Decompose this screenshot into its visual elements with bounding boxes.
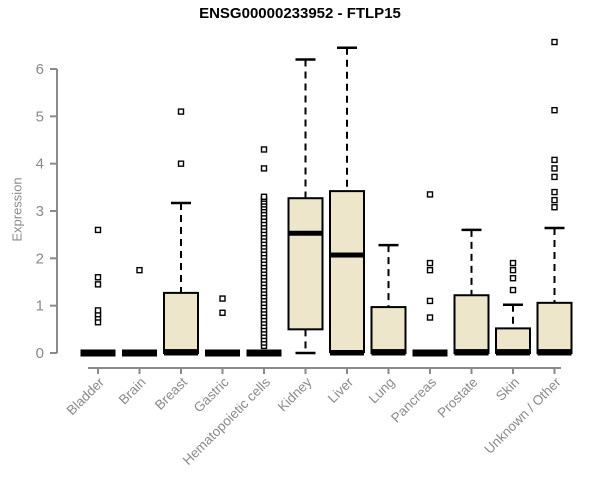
median-line (205, 349, 240, 357)
y-tick-label: 0 (36, 345, 44, 362)
y-tick-label: 3 (36, 203, 44, 220)
outlier-point (260, 193, 268, 201)
outlier-point (426, 191, 434, 198)
x-tick-label-kidney: Kidney (275, 374, 315, 414)
outlier-point (136, 266, 143, 274)
outlier-point (509, 275, 517, 282)
outlier-point (426, 259, 434, 267)
chart-title: ENSG00000233952 - FTLP15 (199, 5, 401, 22)
x-tick-label-skin: Skin (493, 375, 522, 404)
iqr-box (536, 301, 573, 355)
box-skin (495, 259, 531, 356)
y-tick-label: 5 (36, 108, 44, 125)
outlier-point (551, 106, 558, 114)
x-tick-label-breast: Breast (152, 374, 190, 412)
outlier-point (426, 266, 434, 274)
outlier-point (551, 188, 558, 196)
box-kidney (287, 58, 324, 355)
outlier-point (551, 196, 558, 204)
x-tick-label-unknown-other: Unknown / Other (481, 374, 564, 457)
median-line (80, 349, 116, 357)
median-line (246, 349, 282, 357)
outlier-point (219, 309, 226, 316)
median-line (288, 230, 323, 236)
y-tick-label: 2 (36, 250, 44, 267)
box-bladder (80, 226, 116, 357)
outlier-point (426, 297, 434, 305)
outlier-point (94, 307, 102, 314)
box-breast (163, 108, 199, 356)
iqr-box (495, 327, 531, 354)
median-line (330, 252, 364, 258)
box-liver (329, 46, 365, 356)
x-tick-label-bladder: Bladder (64, 374, 108, 418)
y-tick-label: 4 (36, 156, 44, 173)
zero-edge (371, 350, 406, 356)
iqr-box (329, 190, 365, 354)
box-hematopoietic-cells (246, 146, 282, 357)
outlier-point (260, 146, 268, 153)
y-axis: 0 1 2 3 4 5 6 (36, 61, 58, 362)
outlier-point (551, 38, 558, 46)
box-lung (370, 243, 407, 356)
outlier-point (94, 226, 102, 234)
box-pancreas (412, 191, 448, 357)
x-tick-label-gastric: Gastric (191, 374, 232, 415)
iqr-box (163, 291, 199, 354)
outlier-point (177, 108, 185, 115)
outlier-point (551, 173, 558, 181)
box-brain (122, 266, 157, 357)
outlier-point (219, 295, 226, 302)
outlier-point (260, 165, 268, 172)
outlier-point (509, 266, 517, 274)
x-tick-label-lung: Lung (366, 375, 398, 407)
x-tick-label-liver: Liver (325, 374, 357, 406)
zero-edge (164, 350, 198, 356)
x-tick-label-brain: Brain (116, 375, 149, 408)
iqr-box (453, 294, 490, 355)
iqr-box (287, 197, 324, 331)
zero-edge (330, 350, 364, 356)
outlier-point (509, 259, 517, 267)
box-unknown-other (536, 38, 573, 356)
outlier-point (551, 204, 558, 211)
box-gastric (205, 295, 240, 357)
zero-edge (496, 350, 530, 356)
zero-edge (537, 350, 572, 356)
outlier-point (177, 160, 185, 167)
outlier-point (94, 274, 102, 281)
median-line (412, 349, 448, 357)
outlier-point (94, 281, 102, 288)
outlier-point (509, 286, 517, 294)
outlier-point (551, 165, 558, 172)
x-tick-label-pancreas: Pancreas (388, 374, 439, 425)
iqr-box (370, 306, 407, 354)
y-tick-label: 6 (36, 61, 44, 78)
median-line (122, 349, 157, 357)
zero-edge (454, 350, 489, 356)
outlier-point (426, 314, 434, 321)
outlier-point (551, 156, 558, 164)
y-tick-label: 1 (36, 298, 44, 315)
box-prostate (453, 228, 490, 356)
x-tick-label-prostate: Prostate (434, 375, 480, 421)
